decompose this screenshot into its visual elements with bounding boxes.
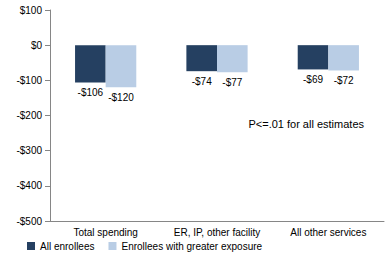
svg-text:-$500: -$500 [16, 216, 42, 227]
svg-text:-$106: -$106 [78, 87, 104, 98]
svg-text:-$69: -$69 [303, 74, 323, 85]
svg-text:-$72: -$72 [334, 75, 354, 86]
svg-text:-$77: -$77 [222, 77, 242, 88]
svg-text:$100: $100 [20, 5, 43, 16]
svg-text:-$100: -$100 [16, 75, 42, 86]
svg-text:P<=.01 for all estimates: P<=.01 for all estimates [248, 118, 364, 130]
svg-text:ER, IP, other facility: ER, IP, other facility [174, 227, 261, 238]
svg-text:All other services: All other services [290, 227, 366, 238]
svg-text:Enrollees with greater exposur: Enrollees with greater exposure [121, 241, 262, 252]
svg-text:-$400: -$400 [16, 180, 42, 191]
svg-text:-$200: -$200 [16, 110, 42, 121]
svg-text:All enrollees: All enrollees [40, 241, 94, 252]
svg-text:-$74: -$74 [192, 76, 212, 87]
svg-text:-$300: -$300 [16, 145, 42, 156]
svg-text:Total spending: Total spending [73, 227, 138, 238]
svg-text:-$120: -$120 [108, 92, 134, 103]
svg-text:$0: $0 [31, 40, 43, 51]
